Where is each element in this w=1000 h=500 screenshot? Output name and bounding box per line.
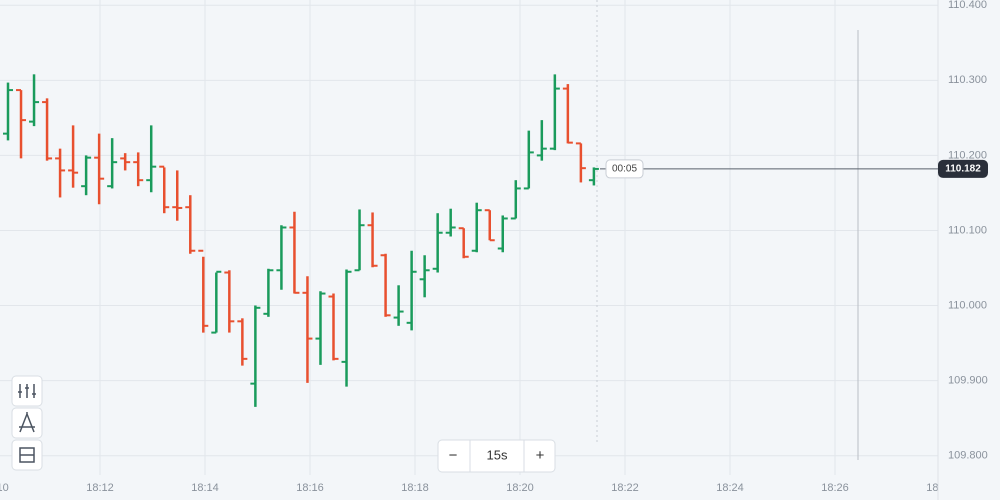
ohlc-bar: [497, 215, 508, 253]
y-tick-label: 110.200: [948, 149, 987, 161]
x-tick-label: 18:20: [506, 482, 534, 494]
current-price-label: 110.182: [945, 164, 981, 175]
countdown: 00:05: [612, 164, 637, 175]
ohlc-bar: [276, 225, 287, 290]
ohlc-bar: [29, 74, 40, 127]
x-tick-label: 18:24: [716, 482, 744, 494]
ohlc-bar: [445, 208, 456, 237]
ohlc-bar: [55, 148, 66, 198]
grid: 18:10 18:12 18:14 18:16 18:18 18:20 18:22 18:24…: [0, 0, 954, 494]
ohlc-bar: [198, 249, 209, 333]
ohlc-bar: [575, 142, 586, 183]
ohlc-bar: [237, 318, 248, 366]
bars: [3, 74, 599, 407]
y-tick-label: 110.000: [948, 299, 987, 311]
ohlc-bar: [458, 227, 469, 259]
ohlc-bar: [172, 170, 183, 221]
ohlc-bar: [107, 138, 118, 189]
x-tick-label: 18:10: [0, 482, 9, 494]
ohlc-bar: [224, 270, 235, 333]
ohlc-bar: [419, 255, 430, 298]
ohlc-bar: [302, 276, 313, 383]
ohlc-bar: [159, 165, 170, 214]
ohlc-bar: [471, 202, 482, 253]
ohlc-bar: [250, 305, 261, 407]
layout-icon: [19, 447, 35, 463]
ohlc-bar: [588, 167, 599, 186]
x-tick-label: 18:16: [296, 482, 324, 494]
ohlc-bar: [68, 125, 79, 188]
interval-box: [437, 439, 556, 473]
x-tick-label: 18:12: [86, 482, 114, 494]
ohlc-bar: [510, 180, 521, 220]
x-tick-label: 18:28: [926, 482, 954, 494]
ohlc-bar: [133, 152, 144, 187]
ohlc-bar: [562, 84, 573, 144]
x-tick-label: 18:22: [611, 482, 639, 494]
ohlc-bar: [328, 293, 339, 361]
ohlc-bar: [341, 269, 352, 387]
ohlc-bar: [289, 211, 300, 294]
interval-value[interactable]: 15s: [487, 447, 508, 462]
zoom-out-button[interactable]: −: [449, 447, 458, 464]
current-price-box: [938, 159, 988, 178]
overlay: 00:05 110.182: [600, 159, 988, 179]
x-tick-label: 18:14: [191, 482, 219, 494]
x-tick-label: 18:26: [821, 482, 849, 494]
ohlc-bar: [146, 125, 157, 193]
y-tick-label: 110.100: [948, 224, 987, 236]
ohlc-bar: [523, 130, 534, 190]
ohlc-bar: [367, 212, 378, 268]
drawing-icon: [19, 412, 35, 433]
indicators-icon: [18, 384, 36, 398]
ohlc-bar: [354, 209, 365, 272]
ohlc-bar: [380, 253, 391, 317]
zoom-in-button[interactable]: +: [536, 447, 545, 464]
y-tick-label: 110.400: [948, 0, 987, 11]
ohlc-bar: [42, 98, 53, 161]
ohlc-bar: [94, 133, 105, 205]
ohlc-bar: [263, 268, 274, 317]
ohlc-bar: [185, 195, 196, 254]
ohlc-bar: [549, 74, 560, 151]
ohlc-bar: [211, 270, 222, 334]
ohlc-bar: [16, 89, 27, 159]
ohlc-bar: [406, 250, 417, 331]
y-tick-label: 110.300: [948, 74, 987, 86]
y-tick-label: 109.800: [948, 450, 988, 462]
drawing-button[interactable]: [11, 407, 43, 439]
ohlc-bar: [81, 155, 92, 196]
ohlc-bar: [3, 82, 13, 141]
interval-control: − 15s +: [437, 439, 556, 473]
ohlc-bar: [393, 285, 404, 326]
toolbar: [11, 375, 43, 471]
countdown-box: [605, 159, 644, 179]
y-tick-label: 109.900: [948, 375, 988, 387]
ohlc-bar: [536, 120, 547, 161]
ohlc-bar: [484, 209, 495, 242]
ohlc-bar: [120, 153, 131, 171]
ohlc-bar: [432, 213, 443, 273]
x-tick-label: 18:18: [401, 482, 429, 494]
ohlc-bar: [315, 291, 326, 365]
